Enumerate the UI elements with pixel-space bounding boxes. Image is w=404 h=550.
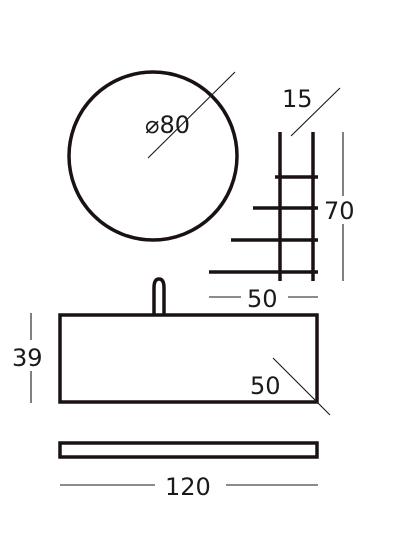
rack-height-label: 70 [324, 197, 355, 225]
cabinet-depth-label: 50 [250, 372, 281, 400]
faucet [152, 277, 166, 315]
rack-depth-label: 15 [282, 85, 313, 113]
round-mirror: ⌀80 [67, 70, 239, 242]
shelf: 120 [58, 441, 319, 501]
cabinet-body [58, 313, 319, 404]
cabinet-width-label: 120 [165, 473, 211, 501]
cabinet-depth-leader [272, 357, 331, 416]
rack-depth-leader [290, 87, 341, 137]
towel-rack: 15 70 50 [209, 85, 355, 313]
rack-width-label: 50 [247, 285, 278, 313]
mirror-diameter-label: ⌀80 [145, 111, 190, 139]
mirror-diameter-leader [147, 71, 236, 159]
shelf-body [58, 441, 319, 459]
mirror-circle [67, 70, 239, 242]
faucet-spout [152, 277, 166, 315]
cabinet: 39 50 [12, 313, 331, 416]
cabinet-height-label: 39 [12, 344, 43, 372]
